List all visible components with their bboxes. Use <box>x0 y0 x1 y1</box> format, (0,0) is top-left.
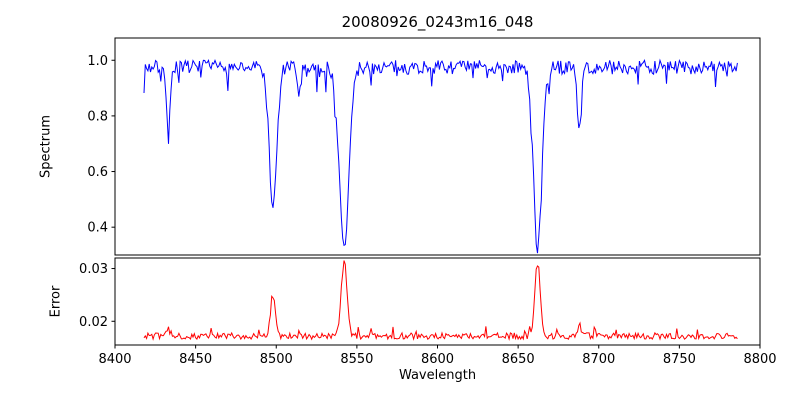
spectrum-y-tick-label: 0.4 <box>87 221 108 236</box>
x-tick-label: 8400 <box>98 352 131 367</box>
x-tick-label: 8650 <box>502 352 535 367</box>
x-tick-label: 8750 <box>663 352 696 367</box>
x-tick-label: 8500 <box>260 352 293 367</box>
spectrum-y-tick-label: 0.8 <box>87 109 108 124</box>
error-line <box>143 260 738 342</box>
error-axis-label: Error <box>48 285 64 318</box>
x-tick-label: 8700 <box>582 352 615 367</box>
error-y-tick-label: 0.02 <box>79 315 108 330</box>
error-y-tick-label: 0.03 <box>79 262 108 277</box>
x-tick-label: 8800 <box>743 352 776 367</box>
spectrum-y-tick-label: 1.0 <box>87 54 108 69</box>
x-axis-label: Wavelength <box>398 368 477 383</box>
chart-title: 20080926_0243m16_048 <box>341 13 534 31</box>
spectrum-y-tick-label: 0.6 <box>87 165 108 180</box>
spectrum-panel-border <box>114 37 761 256</box>
x-tick-label: 8450 <box>179 352 212 367</box>
spectrum-line <box>143 58 738 254</box>
spectrum-axis-label: Spectrum <box>38 115 54 178</box>
x-tick-label: 8600 <box>421 352 454 367</box>
x-tick-label: 8550 <box>340 352 373 367</box>
